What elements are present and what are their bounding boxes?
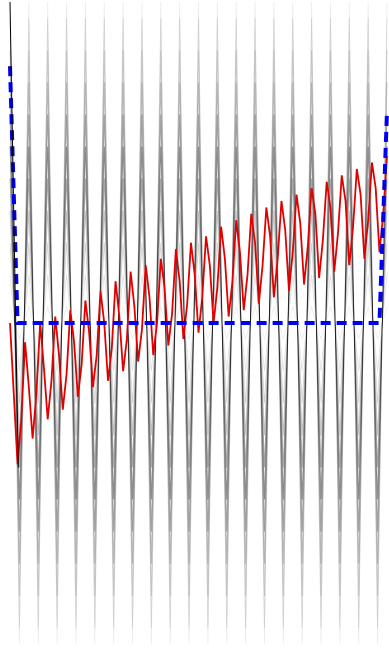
background-oscillation-line-2 <box>9 242 388 404</box>
background-oscillation-line-8 <box>9 50 388 596</box>
series-line-2 <box>9 1 19 468</box>
background-oscillation-line-7 <box>9 82 388 564</box>
background-oscillation-line-3 <box>9 210 388 436</box>
background-oscillations <box>9 1 388 645</box>
background-oscillation-line-4 <box>9 178 388 468</box>
background-oscillation-line-5 <box>9 146 388 500</box>
series-line-1 <box>8 66 389 325</box>
background-oscillation-line-6 <box>9 114 388 532</box>
series-line-0 <box>9 156 388 465</box>
background-oscillation-line-9 <box>9 18 388 628</box>
series-layer <box>8 1 389 468</box>
background-oscillation-line-10 <box>9 1 388 645</box>
